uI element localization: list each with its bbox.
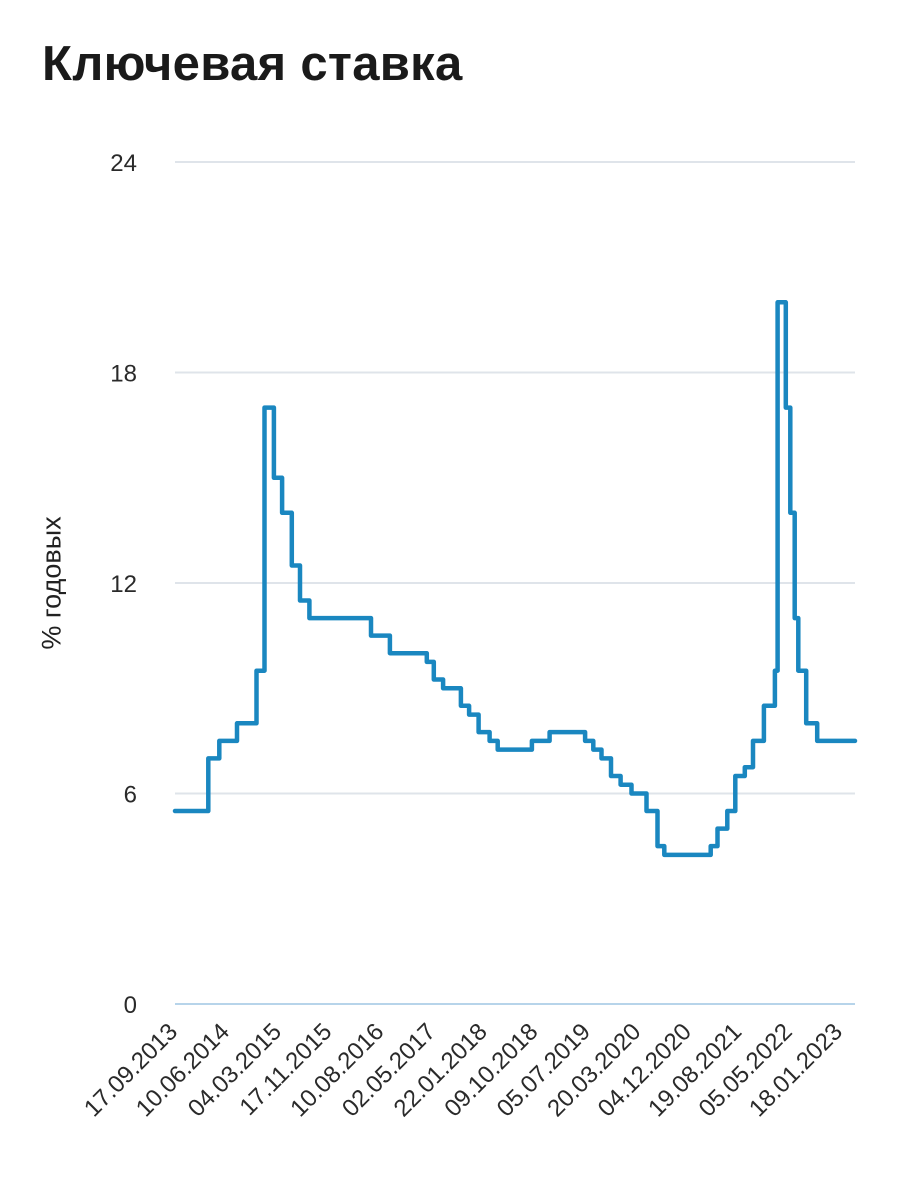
- series-line-key-rate: [172, 300, 858, 858]
- grid-lines: [175, 161, 855, 1005]
- y-tick-label: 0: [124, 992, 137, 1019]
- y-axis-ticks: 0 6 12 18 24: [110, 150, 137, 1019]
- chart-title: Ключевая ставка: [42, 37, 463, 91]
- y-tick-label: 24: [110, 150, 137, 177]
- series-layer: [172, 300, 858, 858]
- y-tick-label: 12: [110, 571, 137, 598]
- x-axis-ticks: 17.09.201310.06.201404.03.201517.11.2015…: [79, 1018, 848, 1122]
- y-tick-label: 18: [110, 361, 137, 388]
- y-tick-label: 6: [124, 782, 137, 809]
